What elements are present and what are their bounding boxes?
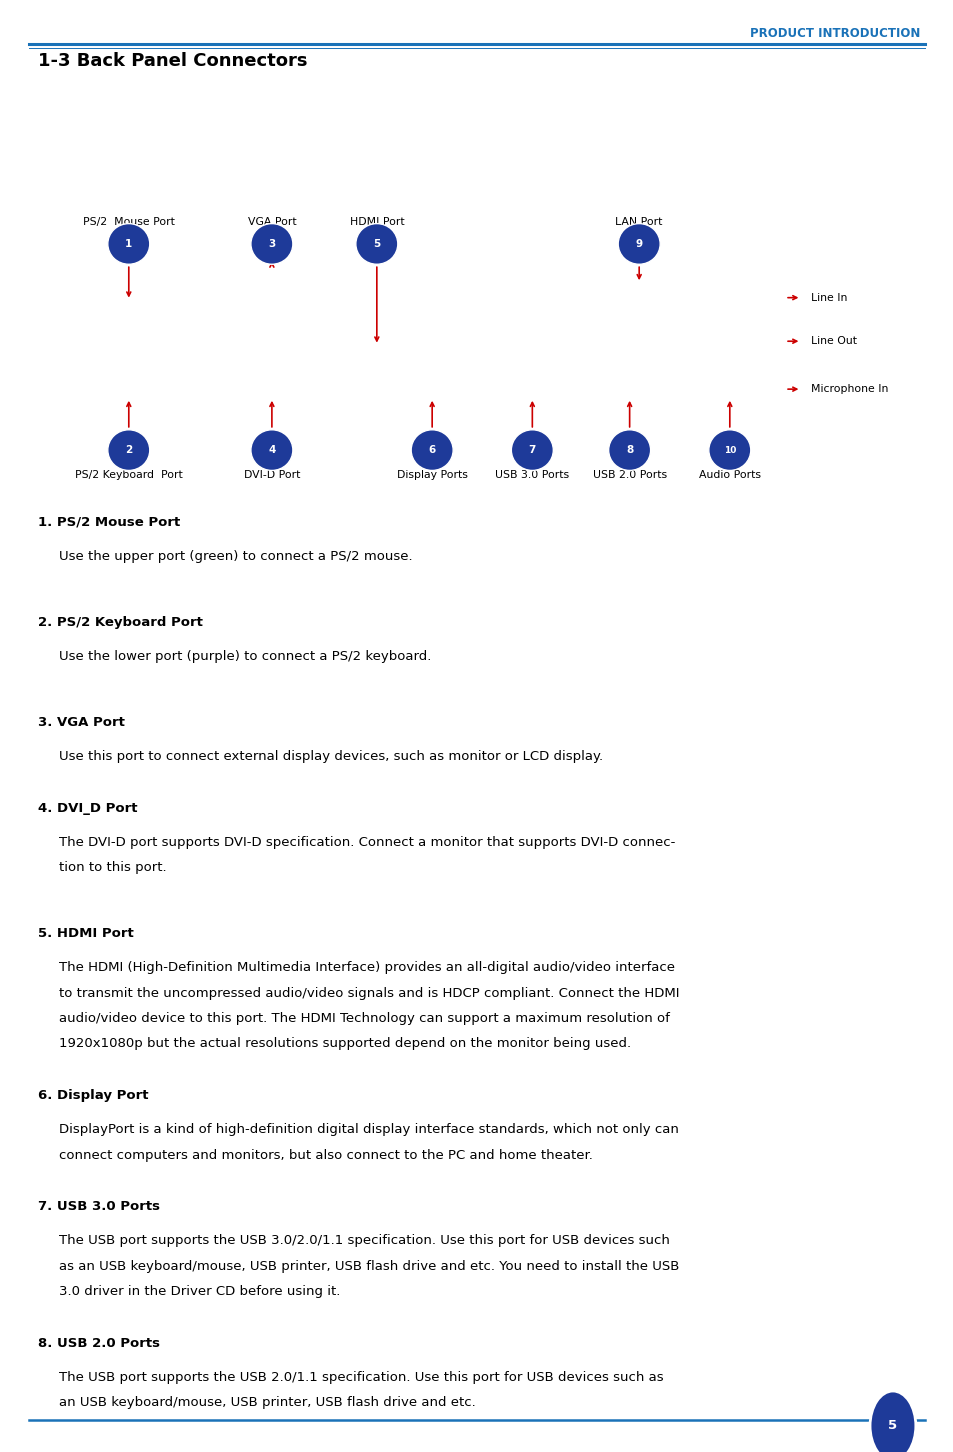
Text: Use the upper port (green) to connect a PS/2 mouse.: Use the upper port (green) to connect a …: [59, 549, 413, 562]
Ellipse shape: [251, 430, 293, 470]
Text: Line In: Line In: [810, 293, 846, 302]
Text: The HDMI (High-Definition Multimedia Interface) provides an all-digital audio/vi: The HDMI (High-Definition Multimedia Int…: [59, 961, 675, 974]
Text: an USB keyboard/mouse, USB printer, USB flash drive and etc.: an USB keyboard/mouse, USB printer, USB …: [59, 1397, 476, 1408]
Text: tion to this port.: tion to this port.: [59, 861, 167, 874]
Ellipse shape: [618, 224, 659, 264]
Ellipse shape: [355, 224, 397, 264]
Text: 3: 3: [268, 240, 275, 248]
Ellipse shape: [411, 430, 453, 470]
Text: 8. USB 2.0 Ports: 8. USB 2.0 Ports: [38, 1337, 160, 1349]
Text: The DVI-D port supports DVI-D specification. Connect a monitor that supports DVI: The DVI-D port supports DVI-D specificat…: [59, 835, 675, 848]
Text: Use the lower port (purple) to connect a PS/2 keyboard.: Use the lower port (purple) to connect a…: [59, 649, 431, 662]
Text: The USB port supports the USB 2.0/1.1 specification. Use this port for USB devic: The USB port supports the USB 2.0/1.1 sp…: [59, 1371, 663, 1384]
Circle shape: [869, 1391, 915, 1452]
Text: Use this port to connect external display devices, such as monitor or LCD displa: Use this port to connect external displa…: [59, 749, 602, 762]
Text: audio/video device to this port. The HDMI Technology can support a maximum resol: audio/video device to this port. The HDM…: [59, 1012, 669, 1025]
Text: 5: 5: [373, 240, 380, 248]
Text: 4: 4: [268, 446, 275, 454]
Text: to transmit the uncompressed audio/video signals and is HDCP compliant. Connect : to transmit the uncompressed audio/video…: [59, 987, 679, 999]
Text: Audio Ports: Audio Ports: [699, 470, 760, 481]
Text: 4. DVI_D Port: 4. DVI_D Port: [38, 802, 137, 815]
Text: 5: 5: [887, 1420, 897, 1432]
Text: 1920x1080p but the actual resolutions supported depend on the monitor being used: 1920x1080p but the actual resolutions su…: [59, 1038, 631, 1050]
Text: 1. PS/2 Mouse Port: 1. PS/2 Mouse Port: [38, 515, 180, 529]
Ellipse shape: [511, 430, 553, 470]
Text: Line Out: Line Out: [810, 337, 856, 346]
Ellipse shape: [108, 430, 150, 470]
Text: 10: 10: [723, 446, 735, 454]
Text: 8: 8: [625, 446, 633, 454]
Text: PRODUCT INTRODUCTION: PRODUCT INTRODUCTION: [749, 28, 920, 39]
Text: 6: 6: [428, 446, 436, 454]
Text: The USB port supports the USB 3.0/2.0/1.1 specification. Use this port for USB d: The USB port supports the USB 3.0/2.0/1.…: [59, 1234, 669, 1247]
Text: Display Ports: Display Ports: [396, 470, 467, 481]
Text: 2. PS/2 Keyboard Port: 2. PS/2 Keyboard Port: [38, 616, 203, 629]
Text: 1-3 Back Panel Connectors: 1-3 Back Panel Connectors: [38, 52, 307, 70]
Text: 1: 1: [125, 240, 132, 248]
Ellipse shape: [608, 430, 650, 470]
Text: USB 2.0 Ports: USB 2.0 Ports: [592, 470, 666, 481]
Text: as an USB keyboard/mouse, USB printer, USB flash drive and etc. You need to inst: as an USB keyboard/mouse, USB printer, U…: [59, 1260, 679, 1272]
Text: LAN Port: LAN Port: [615, 216, 662, 227]
Ellipse shape: [708, 430, 750, 470]
Text: connect computers and monitors, but also connect to the PC and home theater.: connect computers and monitors, but also…: [59, 1149, 593, 1162]
Ellipse shape: [108, 224, 150, 264]
Text: 6. Display Port: 6. Display Port: [38, 1089, 149, 1102]
Text: 3.0 driver in the Driver CD before using it.: 3.0 driver in the Driver CD before using…: [59, 1285, 340, 1298]
Text: HDMI Port: HDMI Port: [349, 216, 404, 227]
Text: 7: 7: [528, 446, 536, 454]
Text: DisplayPort is a kind of high-definition digital display interface standards, wh: DisplayPort is a kind of high-definition…: [59, 1124, 679, 1135]
Text: 2: 2: [125, 446, 132, 454]
Text: USB 3.0 Ports: USB 3.0 Ports: [495, 470, 569, 481]
Text: DVI-D Port: DVI-D Port: [243, 470, 300, 481]
Text: VGA Port: VGA Port: [248, 216, 295, 227]
Text: PS/2  Mouse Port: PS/2 Mouse Port: [83, 216, 174, 227]
Text: 9: 9: [635, 240, 642, 248]
Text: 3. VGA Port: 3. VGA Port: [38, 716, 125, 729]
Ellipse shape: [251, 224, 293, 264]
Text: Microphone In: Microphone In: [810, 385, 887, 393]
Text: 5. HDMI Port: 5. HDMI Port: [38, 926, 133, 939]
Text: PS/2 Keyboard  Port: PS/2 Keyboard Port: [75, 470, 182, 481]
Text: 7. USB 3.0 Ports: 7. USB 3.0 Ports: [38, 1201, 160, 1212]
